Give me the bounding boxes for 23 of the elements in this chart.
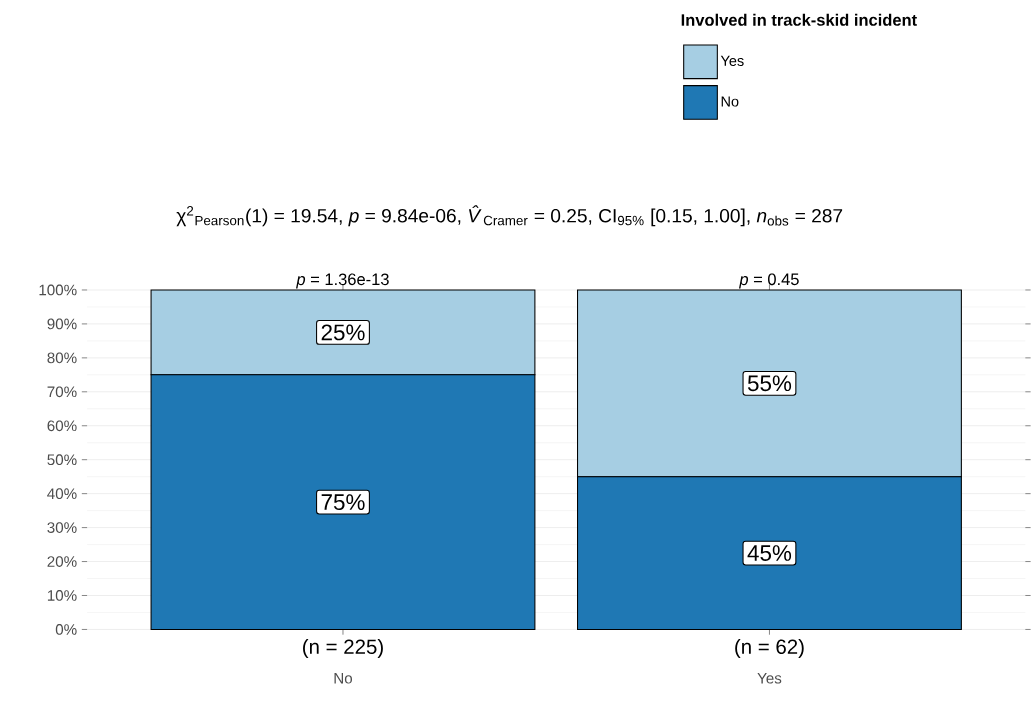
y-tick-label: 50%	[47, 454, 77, 466]
y-tick-label: 80%	[47, 352, 77, 364]
annotation: p = 0.45	[739, 273, 799, 289]
y-tick-label: 10%	[47, 590, 77, 602]
data-label: 55%	[747, 375, 792, 392]
annotation: p = 1.36e-13	[296, 273, 389, 289]
annotation: (n = 62)	[735, 639, 804, 659]
data-label: 25%	[321, 324, 365, 341]
y-tick-label: 0%	[55, 624, 77, 635]
chart-title: χ$^{2}$$_{Pearson}$(1) = 19.54, p = 9.84e-06, V̂$_{Cramer}$ = 0.25, CI$_{95%}$ [0.15, 1.00], n$_{obs}$ = 287	[176, 205, 843, 227]
y-tick-label: 20%	[47, 556, 77, 568]
y-tick-label: 70%	[47, 386, 77, 398]
data-label: 75%	[321, 494, 365, 511]
y-tick-label: 40%	[47, 488, 77, 500]
y-tick-label: 100%	[39, 284, 77, 296]
legend-title: Involved in track-skid incident	[681, 13, 917, 26]
y-tick-label: 30%	[47, 522, 77, 534]
y-tick-label: 60%	[47, 420, 77, 432]
legend-label: No	[721, 96, 739, 107]
y-tick-label: 90%	[47, 318, 77, 330]
data-label: 45%	[747, 545, 792, 562]
legend-label: Yes	[720, 55, 744, 67]
annotation: (n = 225)	[303, 639, 383, 659]
